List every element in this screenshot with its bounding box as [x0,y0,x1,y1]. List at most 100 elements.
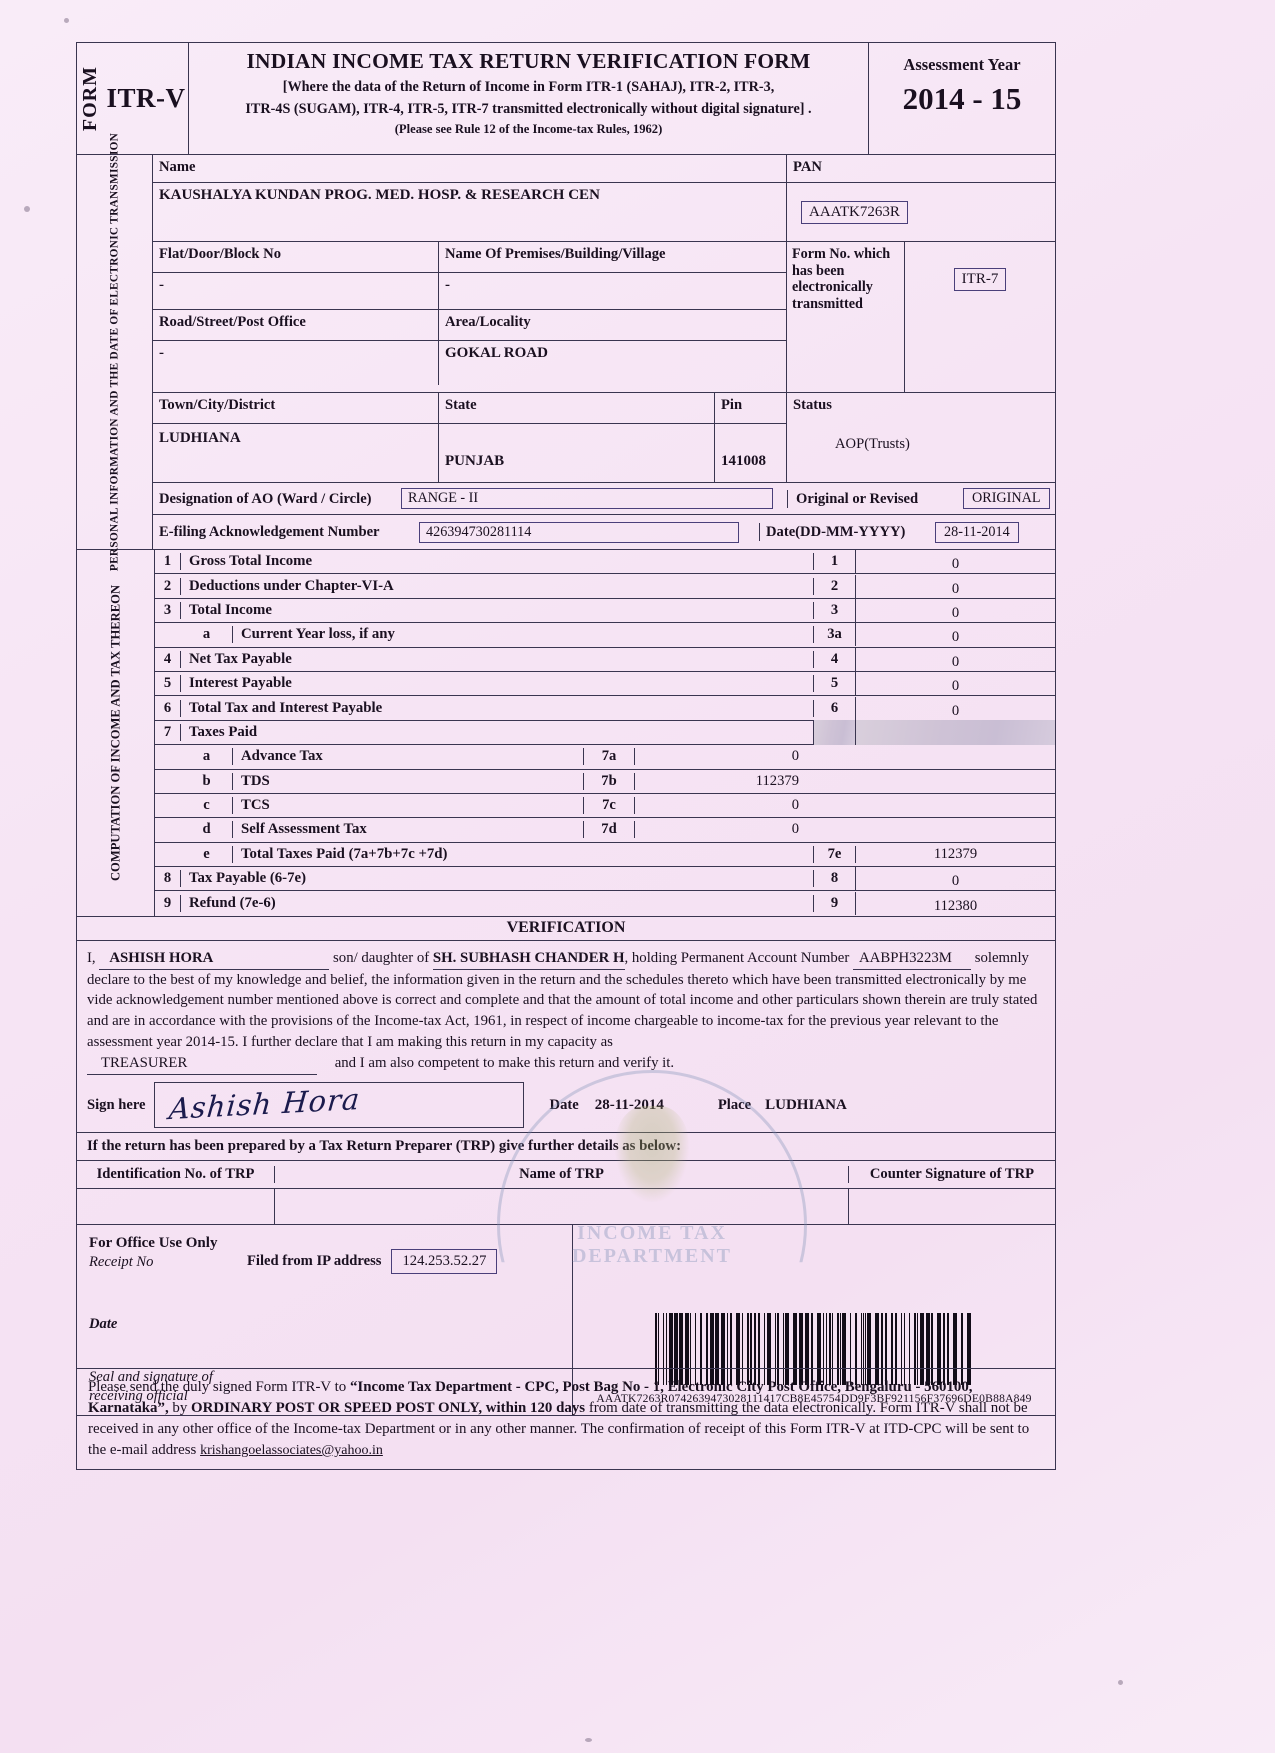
pin-value-cell: 141008 [715,424,786,482]
office-use-section: For Office Use Only Receipt No Filed fro… [77,1224,1055,1415]
trp-val-sign[interactable] [849,1189,1055,1224]
taxes-paid-no: 7 [155,723,181,741]
pan-label: PAN [793,159,822,175]
signature-box[interactable]: Ashish Hora [153,1082,524,1129]
computation-row: 4 Net Tax Payable 4 0 [155,647,1055,672]
ip-address-value: 124.253.52.27 [391,1248,498,1274]
verification-body: I, ASHISH HORA son/ daughter of SH. SUBH… [77,941,1055,1079]
pan-holding-label: , holding Permanent Account Number [624,949,850,966]
row-value: 0 [855,672,1055,696]
flat-value: - [159,277,164,293]
tax-row-sub: c [181,797,233,815]
flat-label: Flat/Door/Block No [159,246,282,262]
road-label-cell: Road/Street/Post Office [153,310,439,340]
row-code: 4 [813,650,855,668]
seal-label-line-2: receiving official [89,1387,188,1404]
row-number: 5 [155,675,181,693]
premises-label-cell: Name Of Premises/Building/Village [439,242,786,272]
computation-section: INCOME TAX DEPARTMENT COMPUTATION OF INC… [77,550,1055,1267]
row-number: 8 [155,870,181,888]
form-title: INDIAN INCOME TAX RETURN VERIFICATION FO… [246,49,811,73]
form-no-block: Form No. which has been electronically t… [787,242,1055,392]
acknowledgement-row: E-filing Acknowledgement Number 42639473… [153,515,1055,549]
pin-label: Pin [721,397,743,413]
name-value-cell: KAUSHALYA KUNDAN PROG. MED. HOSP. & RESE… [153,183,786,241]
taxes-paid-row: b TDS 7b 112379 [155,770,1055,794]
ack-date-value: 28-11-2014 [935,521,1019,543]
trp-val-id[interactable] [77,1188,275,1224]
flat-premises-block: Flat/Door/Block No Name Of Premises/Buil… [153,242,787,392]
state-value: PUNJAB [445,453,505,469]
flat-premises-values: - - [153,273,786,309]
tax-row-description: Self Assessment Tax [241,821,367,838]
pan-label-cell: PAN [787,155,1055,183]
form-title-block: INDIAN INCOME TAX RETURN VERIFICATION FO… [189,43,869,154]
total-taxes-desc: Total Taxes Paid (7a+7b+7c +7d) [241,845,448,862]
premises-value-cell: - [439,273,786,309]
total-taxes-sub: e [181,845,233,863]
area-label-cell: Area/Locality [439,310,786,340]
office-use-left: For Office Use Only Receipt No Filed fro… [77,1224,573,1415]
tax-row-key: 7d [583,821,635,839]
road-area-labels: Road/Street/Post Office Area/Locality [153,309,786,341]
row-number: 3 [155,601,181,619]
town-label: Town/City/District [159,397,276,413]
assessment-year-block: Assessment Year 2014 - 15 [869,43,1055,154]
trp-col-id: Identification No. of TRP [77,1165,275,1183]
form-no-row: Form No. which has been electronically t… [787,242,1055,392]
row-value: 0 [855,574,1055,598]
row-description: Total Tax and Interest Payable [189,699,383,716]
row-value: 0 [855,623,1055,647]
ack-label-cell: E-filing Acknowledgement Number [153,523,419,541]
premises-label: Name Of Premises/Building/Village [445,246,666,262]
form-identifier: FORM ITR-V [77,43,189,154]
trp-val-name[interactable] [275,1188,849,1224]
town-value-cell: LUDHIANA [153,424,439,482]
ao-value: RANGE - II [401,488,773,509]
taxes-paid-row: a Advance Tax 7a 0 [155,745,1055,770]
road-label: Road/Street/Post Office [159,314,306,330]
taxes-paid-row: d Self Assessment Tax 7d 0 [155,818,1055,843]
total-taxes-paid-row: e Total Taxes Paid (7a+7b+7c +7d) 7e 112… [155,843,1055,868]
ao-value-cell: RANGE - II [401,488,787,509]
form-header: FORM ITR-V INDIAN INCOME TAX RETURN VERI… [77,43,1055,155]
personal-section-sidebar: PERSONAL INFORMATION AND THE DATE OF ELE… [77,133,153,571]
scan-speck [24,206,30,212]
trp-col-name: Name of TRP [275,1165,849,1183]
computation-side-label: COMPUTATION OF INCOME AND TAX THEREON [108,584,122,881]
seal-label-line-1: Seal and signature of [89,1368,213,1385]
row-value: 0 [855,867,1055,891]
name-label: Name [159,159,196,175]
row-number: 2 [155,577,181,595]
computation-row: 3 Total Income 3 0 [155,598,1055,624]
row-code: 1 [813,553,855,571]
trp-header-row: Identification No. of TRP Name of TRP Co… [77,1161,1055,1189]
ack-date-label: Date(DD-MM-YYYY) [766,524,906,540]
tax-row-description: TDS [241,772,270,789]
capacity-value: TREASURER [87,1053,317,1075]
tax-row-description: TCS [241,797,270,814]
pan-value-cell: AAATK7263R [787,183,1055,241]
row-description: Gross Total Income [189,553,313,570]
tax-row-amount: 0 [791,748,799,765]
scan-speck [1118,1680,1123,1685]
row-code: 9 [813,895,855,913]
state-label-cell: State [439,393,715,423]
row-number: 4 [155,650,181,668]
form-word-label: FORM [79,65,102,132]
row-description: Deductions under Chapter-VI-A [189,577,394,594]
computation-row: 2 Deductions under Chapter-VI-A 2 0 [155,574,1055,599]
scan-speck [64,18,69,23]
status-value-cell: AOP(Trusts) [787,423,1055,456]
computation-body: 1 Gross Total Income 1 0 2 Deductions under C… [155,550,1055,916]
footer-post-method: ORDINARY POST OR SPEED POST ONLY, within… [191,1400,586,1416]
pin-value: 141008 [721,453,766,469]
form-subtitle-3: (Please see Rule 12 of the Income-tax Ru… [394,122,663,136]
town-state-pin-labels: Town/City/District State Pin [153,393,786,424]
total-taxes-code: 7e [813,845,855,863]
ao-row: Designation of AO (Ward / Circle) RANGE … [153,483,1055,515]
son-daughter-label: son/ daughter of [333,949,430,966]
row-code: 3 [813,601,855,619]
handwritten-signature: Ashish Hora [167,1082,362,1127]
form-code-label: ITR-V [106,83,186,113]
